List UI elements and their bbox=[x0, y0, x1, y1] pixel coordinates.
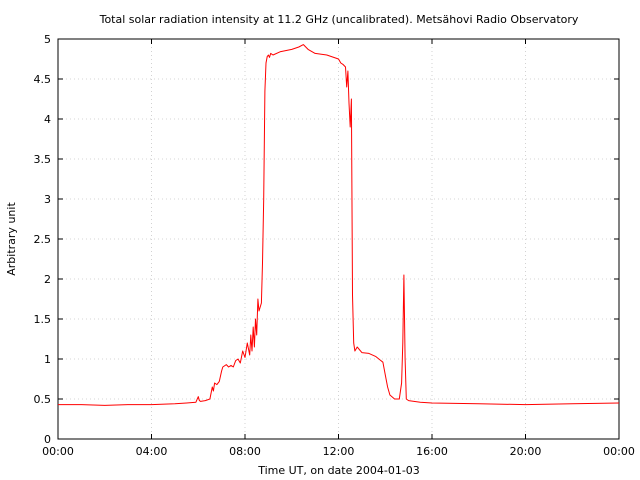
axis-ticks: 0 0.5 1 1.5 2 2.5 3 3.5 4 4.5 5 00:00 04:00 08:00 12:0… bbox=[34, 33, 635, 458]
y-tick-label: 2 bbox=[44, 273, 51, 286]
y-tick-label: 1.5 bbox=[34, 313, 52, 326]
x-tick-label: 20:00 bbox=[510, 445, 542, 458]
y-tick-label: 1 bbox=[44, 353, 51, 366]
series-layer bbox=[58, 44, 620, 406]
x-tick-label: 00:00 bbox=[42, 445, 74, 458]
series-line bbox=[58, 44, 620, 406]
x-tick-label: 00:00 bbox=[603, 445, 635, 458]
y-axis-label: Arbitrary unit bbox=[5, 202, 18, 276]
y-tick-label: 4 bbox=[44, 113, 51, 126]
x-tick-label: 16:00 bbox=[416, 445, 448, 458]
y-tick-label: 0 bbox=[44, 433, 51, 446]
chart-title: Total solar radiation intensity at 11.2 … bbox=[99, 13, 579, 26]
y-tick-label: 3 bbox=[44, 193, 51, 206]
y-tick-label: 5 bbox=[44, 33, 51, 46]
y-tick-label: 2.5 bbox=[34, 233, 52, 246]
y-tick-label: 3.5 bbox=[34, 153, 52, 166]
x-axis-label: Time UT, on date 2004-01-03 bbox=[257, 464, 420, 477]
x-tick-label: 04:00 bbox=[136, 445, 168, 458]
x-tick-label: 08:00 bbox=[229, 445, 261, 458]
grid bbox=[58, 39, 619, 439]
x-tick-label: 12:00 bbox=[323, 445, 355, 458]
y-tick-label: 0.5 bbox=[34, 393, 52, 406]
y-tick-label: 4.5 bbox=[34, 73, 52, 86]
